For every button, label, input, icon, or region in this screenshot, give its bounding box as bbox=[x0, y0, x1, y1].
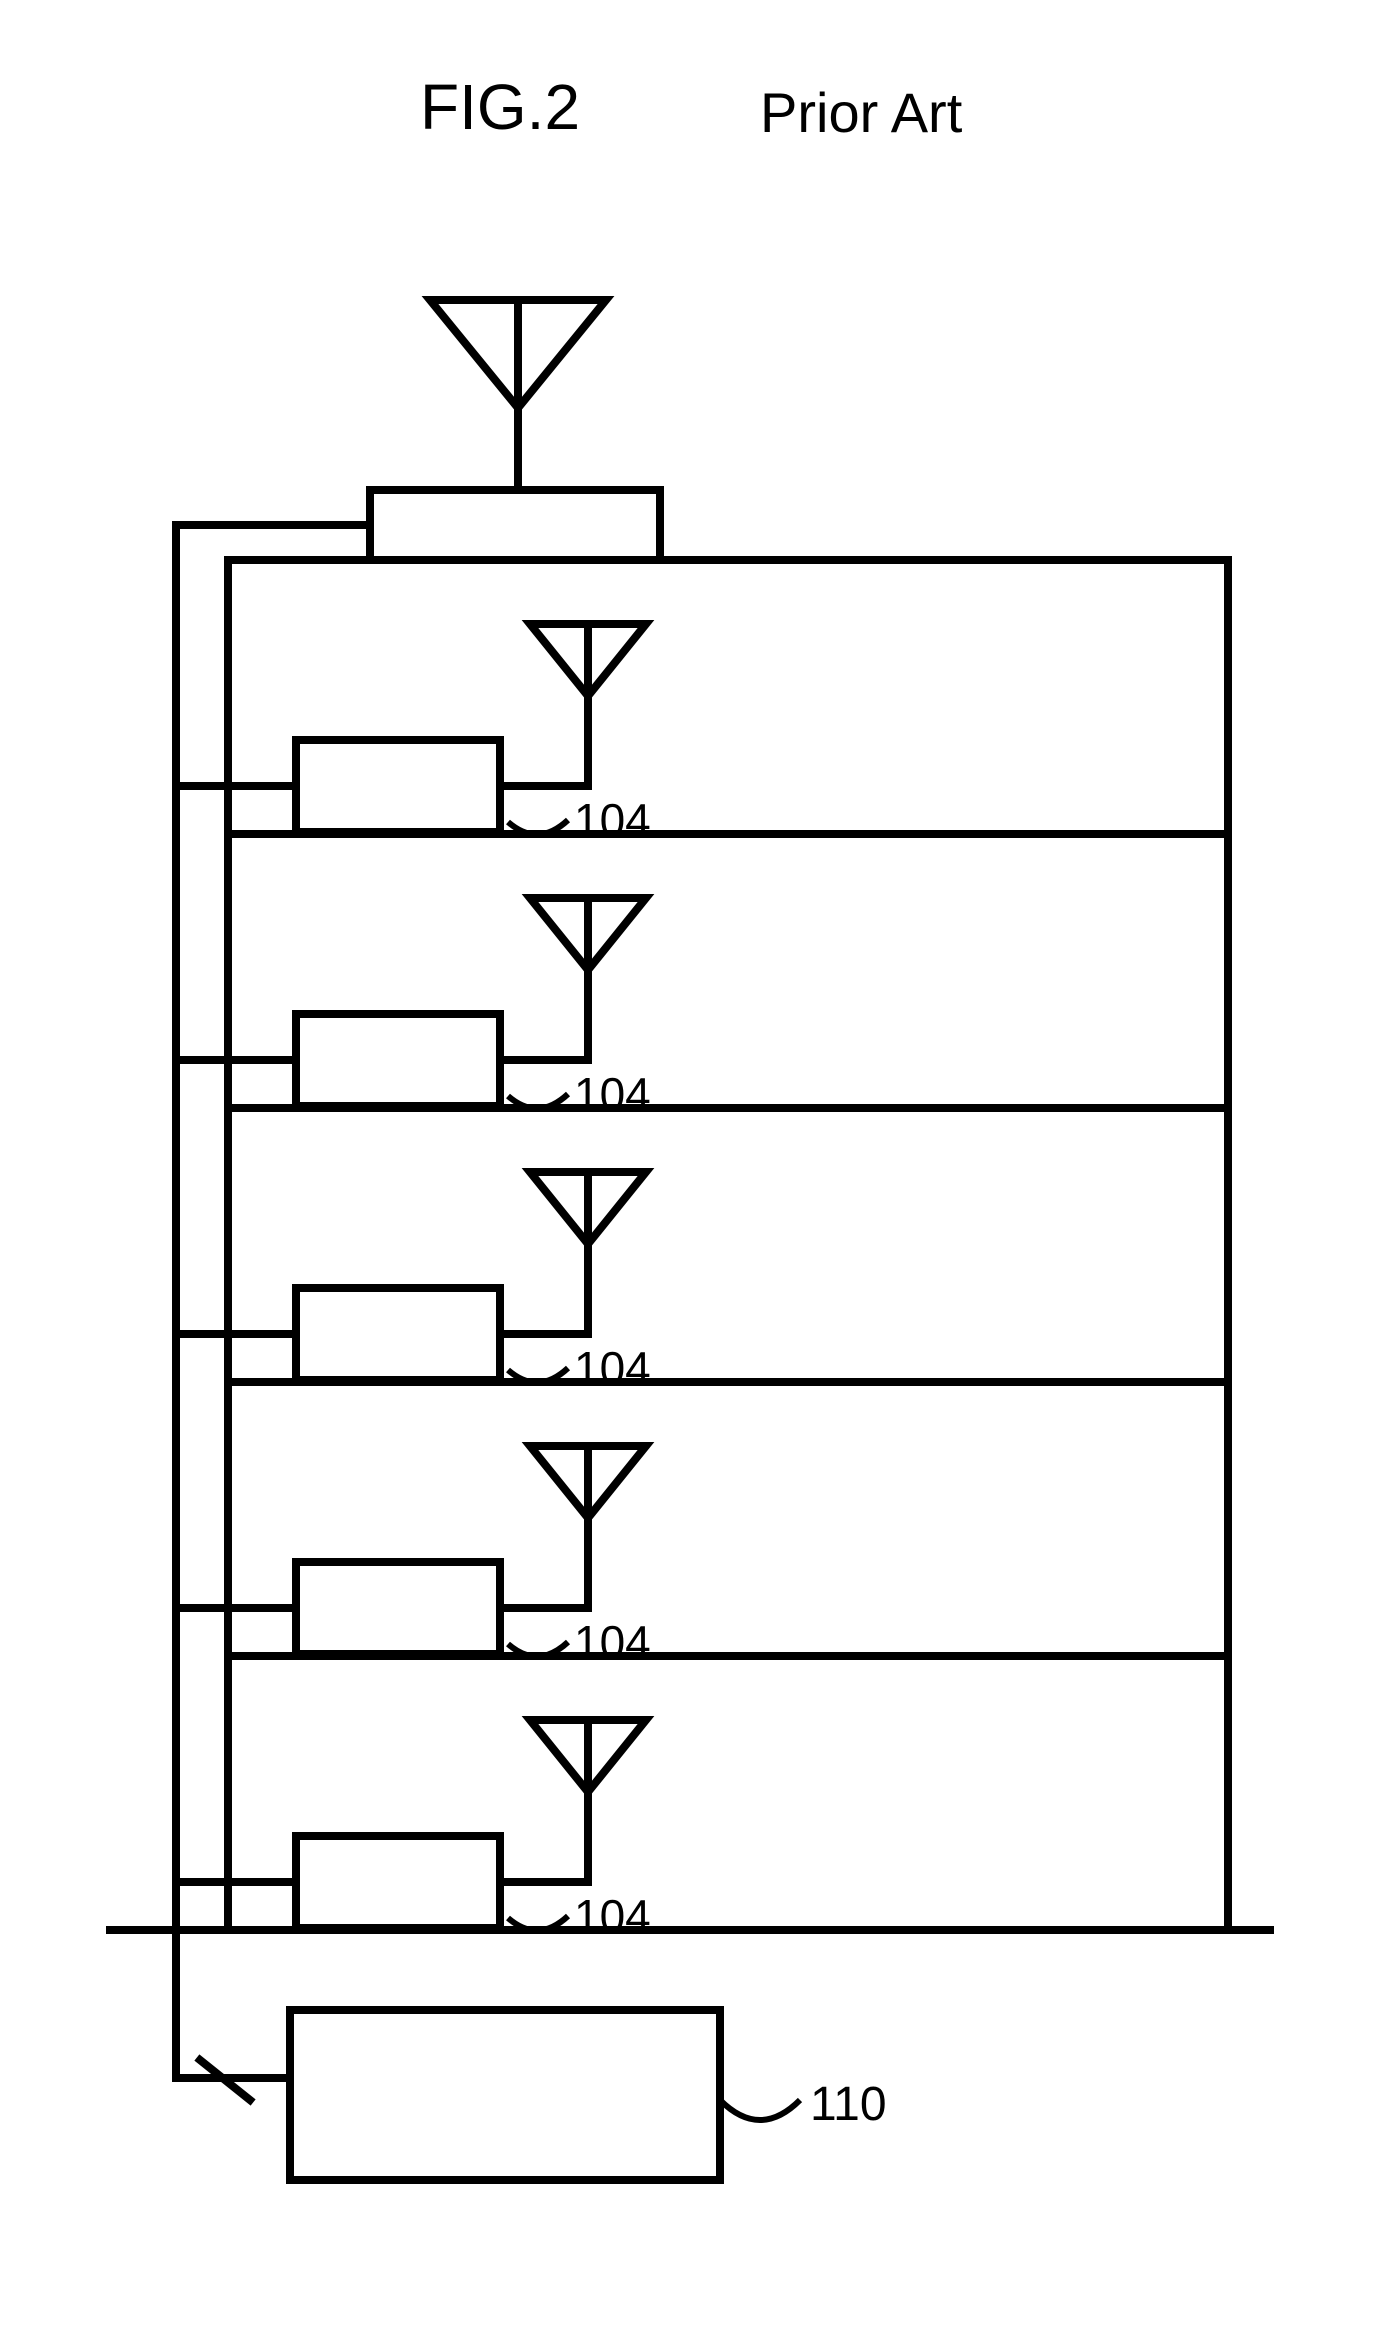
svg-text:104: 104 bbox=[574, 794, 651, 846]
page: FIG.2 Prior Art 110104104104104104 bbox=[0, 0, 1380, 2340]
svg-text:104: 104 bbox=[574, 1890, 651, 1942]
svg-text:110: 110 bbox=[810, 2078, 887, 2131]
diagram-svg: 110 104 104 104 104 104 bbox=[0, 0, 1380, 2340]
svg-text:104: 104 bbox=[574, 1068, 651, 1120]
svg-text:104: 104 bbox=[574, 1342, 651, 1394]
svg-text:104: 104 bbox=[574, 1616, 651, 1668]
